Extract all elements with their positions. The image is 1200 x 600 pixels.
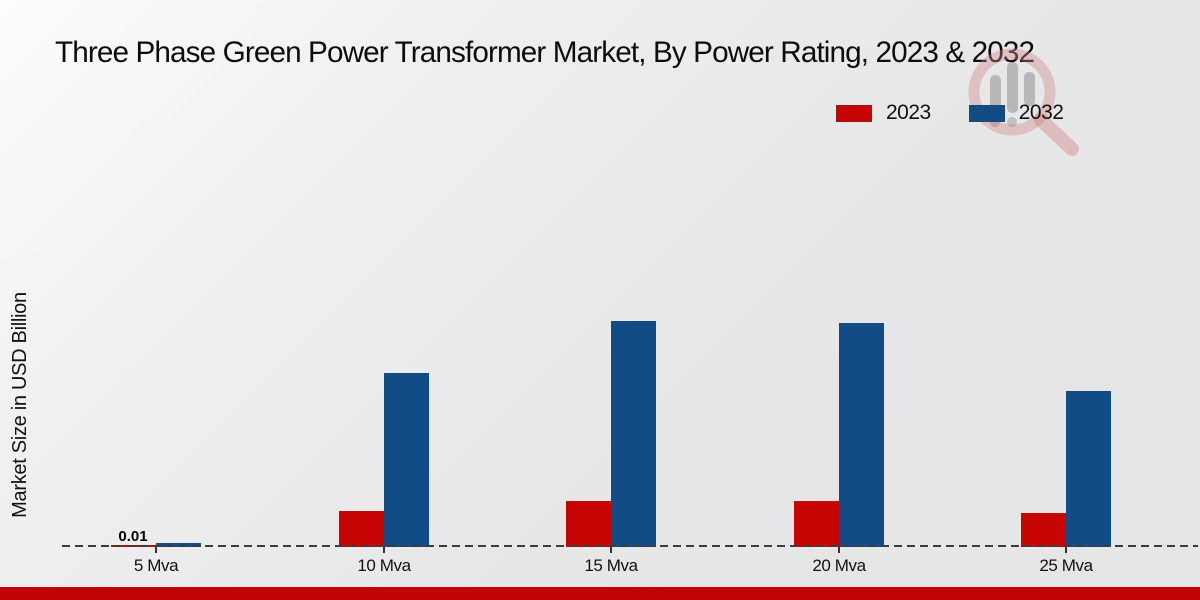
bar-2023-25-mva (1021, 513, 1066, 547)
bar-2032-20-mva (839, 323, 884, 547)
x-axis-tick (610, 547, 612, 553)
zero-baseline-dashed (62, 545, 1198, 547)
value-annotation: 0.01 (118, 528, 148, 545)
bar-2023-15-mva (566, 501, 611, 547)
x-tick-label-10-mva: 10 Mva (357, 556, 411, 575)
x-axis-tick (155, 547, 157, 553)
legend-label-2023: 2023 (886, 101, 931, 124)
legend-label-2032: 2032 (1018, 101, 1064, 124)
x-axis-tick (383, 547, 385, 553)
footer-red-band (0, 587, 1200, 600)
x-axis-tick (838, 547, 840, 553)
x-tick-label-20-mva: 20 Mva (812, 556, 866, 575)
x-tick-label-5-mva: 5 Mva (133, 556, 179, 575)
x-tick-label-15-mva: 15 Mva (584, 556, 638, 575)
legend-item-2032: 2032 (968, 101, 1064, 125)
bar-2023-10-mva (339, 511, 384, 547)
bar-2032-15-mva (611, 321, 656, 547)
bar-2032-10-mva (384, 373, 429, 547)
x-tick-label-25-mva: 25 Mva (1039, 556, 1093, 575)
chart-title: Three Phase Green Power Transformer Mark… (55, 36, 1035, 69)
x-axis-tick (1065, 547, 1067, 553)
legend-item-2023: 2023 (836, 101, 931, 125)
bar-2023-20-mva (794, 501, 839, 547)
bar-2032-25-mva (1066, 391, 1111, 547)
legend-swatch-2023 (836, 104, 872, 122)
legend-swatch-2032 (968, 104, 1005, 122)
legend: 2023 2032 (836, 101, 1064, 125)
